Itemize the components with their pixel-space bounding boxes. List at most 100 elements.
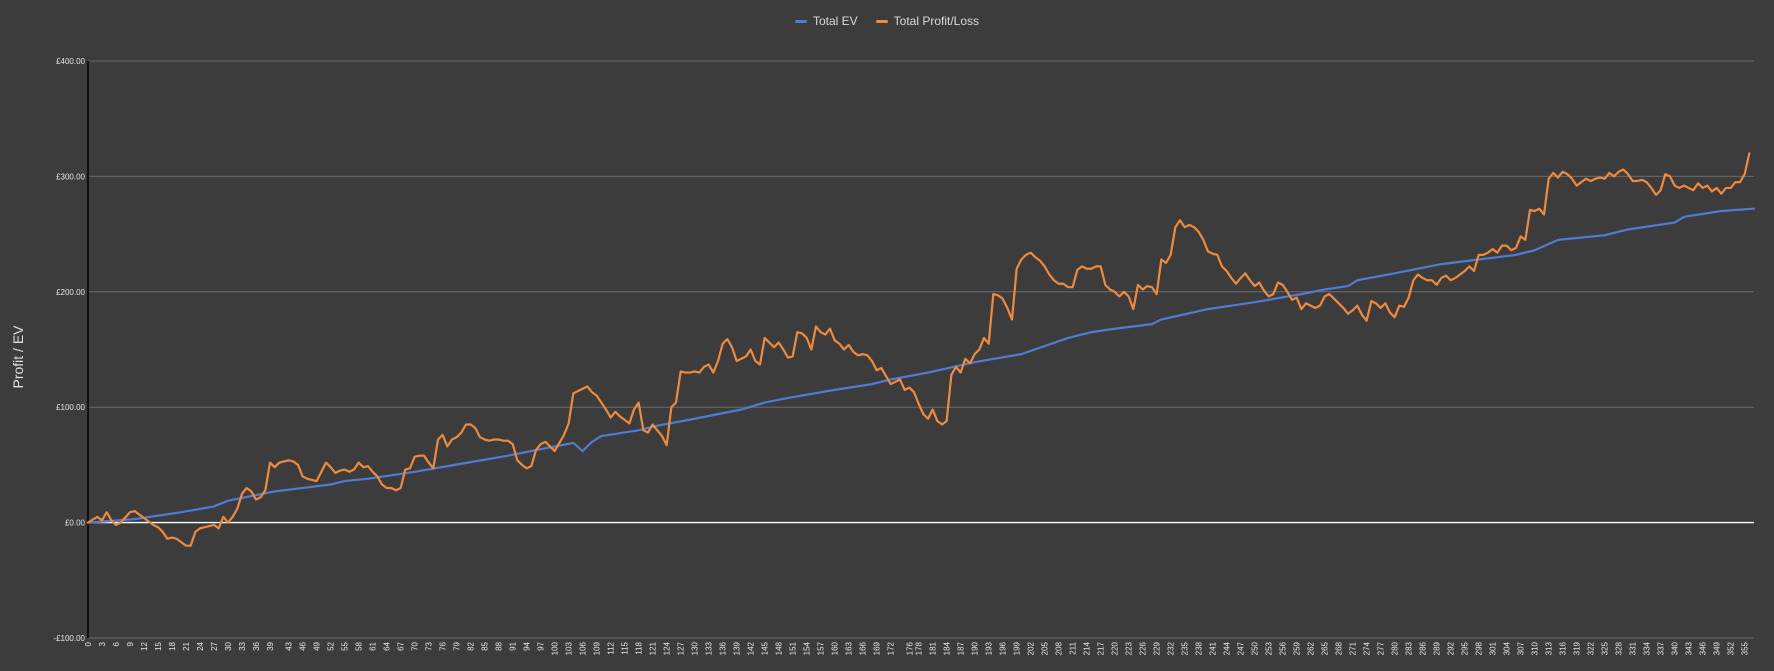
x-tick-label: 346 [1699, 641, 1708, 655]
x-tick-label: 30 [224, 641, 233, 650]
y-tick-label: £300.00 [56, 172, 85, 181]
x-tick-label: 316 [1559, 641, 1568, 655]
x-tick-label: 88 [495, 641, 504, 650]
legend: Total EV Total Profit/Loss [0, 14, 1774, 28]
x-tick-label: 289 [1433, 641, 1442, 655]
x-tick-label: 199 [1013, 641, 1022, 655]
series-line-total-ev [86, 207, 1756, 524]
x-tick-label: 226 [1139, 641, 1148, 655]
x-tick-label: 241 [1209, 641, 1218, 655]
x-tick-label: 82 [467, 641, 476, 650]
x-tick-label: 18 [168, 641, 177, 650]
x-tick-label: 253 [1265, 641, 1274, 655]
x-tick-label: 103 [565, 641, 574, 655]
x-tick-label: 271 [1349, 641, 1358, 655]
x-tick-label: 220 [1111, 641, 1120, 655]
x-tick-label: 274 [1363, 641, 1372, 655]
x-tick-label: 268 [1335, 641, 1344, 655]
x-tick-label: 205 [1041, 641, 1050, 655]
x-tick-label: 9 [126, 641, 135, 646]
x-tick-label: 70 [411, 641, 420, 650]
x-tick-label: 307 [1517, 641, 1526, 655]
x-tick-label: 196 [999, 641, 1008, 655]
x-tick-label: 292 [1447, 641, 1456, 655]
x-tick-label: 52 [327, 641, 336, 650]
x-tick-label: 232 [1167, 641, 1176, 655]
x-tick-label: 76 [439, 641, 448, 650]
x-tick-label: 337 [1657, 641, 1666, 655]
x-tick-label: 235 [1181, 641, 1190, 655]
y-tick-label: £0.00 [65, 519, 86, 528]
x-tick-label: 250 [1251, 641, 1260, 655]
x-tick-label: 121 [649, 641, 658, 655]
y-tick-label: £200.00 [56, 288, 85, 297]
x-tick-label: 124 [663, 641, 672, 655]
x-tick-label: 181 [929, 641, 938, 655]
x-tick-label: 193 [985, 641, 994, 655]
x-tick-label: 12 [140, 641, 149, 650]
x-tick-label: 106 [579, 641, 588, 655]
x-tick-label: 115 [621, 641, 630, 654]
x-tick-label: 217 [1097, 641, 1106, 655]
x-tick-label: 229 [1153, 641, 1162, 655]
x-tick-label: 310 [1531, 641, 1540, 655]
x-tick-label: 127 [677, 641, 686, 655]
x-tick-label: 322 [1587, 641, 1596, 655]
x-tick-label: 265 [1321, 641, 1330, 655]
x-tick-label: 214 [1083, 641, 1092, 655]
x-tick-label: 259 [1293, 641, 1302, 655]
x-tick-label: 328 [1615, 641, 1624, 655]
x-tick-label: 286 [1419, 641, 1428, 655]
x-tick-label: 46 [299, 641, 308, 650]
x-tick-label: 15 [154, 641, 163, 650]
x-tick-label: 148 [775, 641, 784, 655]
x-tick-label: 262 [1307, 641, 1316, 655]
x-tick-label: 85 [481, 641, 490, 650]
x-tick-label: 27 [210, 641, 219, 650]
x-tick-label: 33 [238, 641, 247, 650]
x-tick-label: 334 [1643, 641, 1652, 655]
x-tick-label: 133 [705, 641, 714, 655]
x-tick-label: 145 [761, 641, 770, 655]
x-tick-label: 3 [98, 641, 107, 646]
x-tick-label: 112 [607, 641, 616, 654]
x-tick-label: 154 [803, 641, 812, 655]
x-tick-label: 211 [1069, 641, 1078, 654]
x-tick-label: 190 [971, 641, 980, 655]
x-tick-label: 79 [453, 641, 462, 650]
x-tick-label: 295 [1461, 641, 1470, 655]
x-tick-label: 163 [845, 641, 854, 655]
x-tick-label: 352 [1727, 641, 1736, 655]
x-tick-label: 184 [943, 641, 952, 655]
x-tick-label: 61 [369, 641, 378, 650]
x-tick-label: 142 [747, 641, 756, 655]
series-line-total-profit-loss [86, 152, 1751, 547]
legend-item-total-ev[interactable]: Total EV [794, 14, 858, 28]
x-tick-label: 36 [252, 641, 261, 650]
x-tick-label: 64 [383, 641, 392, 650]
x-tick-label: 157 [817, 641, 826, 655]
x-tick-label: 319 [1573, 641, 1582, 655]
x-tick-label: 244 [1223, 641, 1232, 655]
x-tick-label: 49 [313, 641, 322, 650]
x-tick-label: 94 [523, 641, 532, 650]
x-tick-label: 169 [873, 641, 882, 655]
x-tick-label: 55 [341, 641, 350, 650]
x-tick-label: 160 [831, 641, 840, 655]
x-tick-label: 256 [1279, 641, 1288, 655]
x-tick-label: 304 [1503, 641, 1512, 655]
x-tick-label: 24 [196, 641, 205, 650]
y-tick-label: -£100.00 [53, 634, 85, 643]
x-tick-label: 136 [719, 641, 728, 655]
legend-swatch-total-profit-loss [875, 19, 888, 23]
legend-label-total-ev: Total EV [812, 14, 858, 28]
x-tick-label: 349 [1713, 641, 1722, 655]
x-tick-label: 176 [905, 641, 914, 655]
legend-item-total-profit-loss[interactable]: Total Profit/Loss [875, 14, 979, 28]
x-tick-label: 100 [551, 641, 560, 655]
legend-swatch-total-ev [794, 19, 807, 23]
x-tick-label: 301 [1489, 641, 1498, 655]
x-tick-label: 151 [789, 641, 798, 655]
x-tick-label: 208 [1055, 641, 1064, 655]
